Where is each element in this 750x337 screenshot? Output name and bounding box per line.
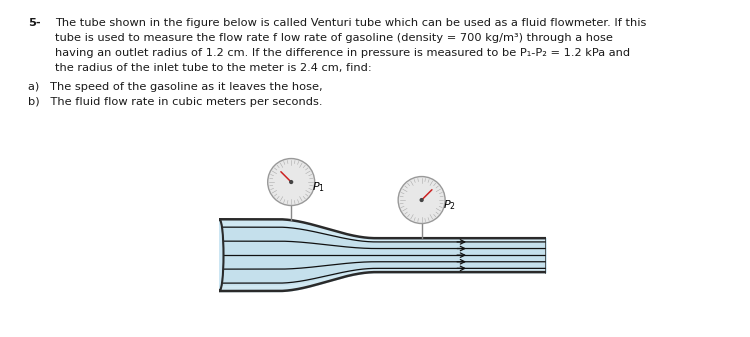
Text: a)   The speed of the gasoline as it leaves the hose,: a) The speed of the gasoline as it leave… — [28, 82, 322, 92]
Text: having an outlet radius of 1.2 cm. If the difference in pressure is measured to : having an outlet radius of 1.2 cm. If th… — [55, 48, 630, 58]
Text: b)   The fluid flow rate in cubic meters per seconds.: b) The fluid flow rate in cubic meters p… — [28, 97, 322, 107]
Ellipse shape — [217, 225, 222, 286]
Text: $P_1$: $P_1$ — [312, 180, 326, 194]
Text: $P_2$: $P_2$ — [442, 198, 455, 212]
Text: the radius of the inlet tube to the meter is 2.4 cm, find:: the radius of the inlet tube to the mete… — [55, 63, 372, 73]
Circle shape — [420, 198, 423, 202]
Text: 5-: 5- — [28, 18, 40, 28]
Text: tube is used to measure the flow rate f low rate of gasoline (density = 700 kg/m: tube is used to measure the flow rate f … — [55, 33, 613, 43]
Ellipse shape — [215, 219, 223, 291]
Circle shape — [398, 177, 445, 223]
Circle shape — [268, 158, 315, 206]
Text: The tube shown in the figure below is called Venturi tube which can be used as a: The tube shown in the figure below is ca… — [55, 18, 646, 28]
Circle shape — [290, 181, 292, 183]
